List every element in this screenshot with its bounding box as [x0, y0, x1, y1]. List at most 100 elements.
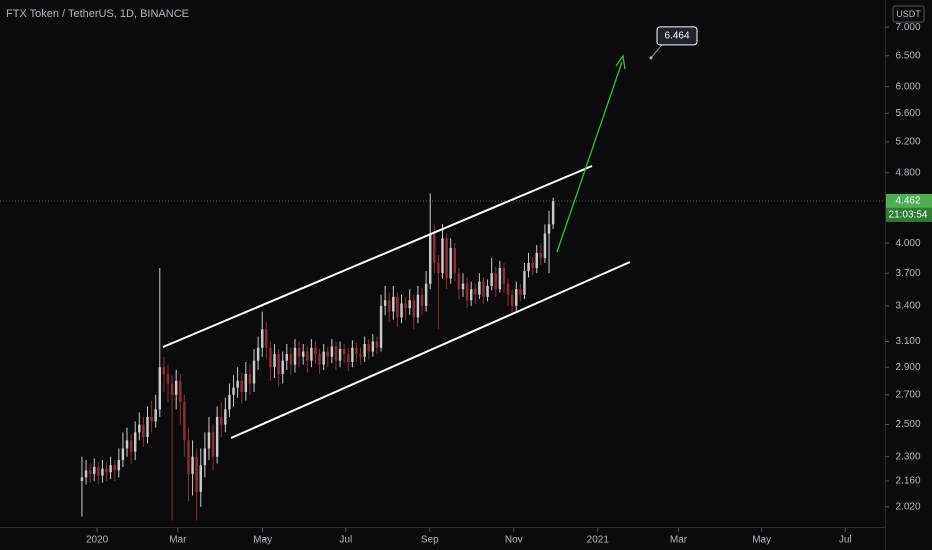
candle-body: [486, 285, 489, 297]
candle-body: [113, 465, 116, 471]
y-tick-label: 7.000: [895, 22, 920, 33]
candle-body: [469, 289, 473, 301]
candle-body: [191, 456, 194, 474]
candle-body: [404, 303, 407, 309]
candle-body: [273, 354, 276, 368]
candle-body: [367, 343, 370, 352]
candle-body: [195, 456, 198, 492]
x-tick-label: Mar: [169, 535, 187, 546]
candle-body: [388, 300, 391, 312]
candle-body: [318, 354, 321, 365]
candle-body: [379, 305, 383, 348]
candle-body: [502, 268, 506, 284]
candle-body: [289, 354, 293, 365]
candle-body: [174, 380, 178, 395]
candle-body: [539, 252, 543, 258]
candle-body: [322, 351, 325, 365]
candle-body: [383, 300, 387, 306]
candle-body: [441, 238, 444, 274]
candle-body: [125, 440, 129, 449]
arrow-head: [615, 54, 626, 70]
candle-body: [105, 468, 108, 473]
candle-body: [330, 346, 334, 357]
x-tick-label: Mar: [670, 535, 688, 546]
candle-body: [252, 360, 256, 384]
x-tick-label: Nov: [505, 535, 523, 546]
y-tick-label: 2.020: [895, 501, 920, 512]
candle-body: [461, 283, 465, 290]
candle-body: [224, 409, 227, 425]
projection-arrow: [556, 61, 623, 253]
x-tick-label: May: [752, 535, 771, 546]
candle-body: [154, 409, 157, 422]
candle-body: [301, 351, 305, 357]
candle-body: [199, 465, 202, 492]
candles: [80, 193, 555, 521]
candle-body: [150, 416, 153, 422]
candle-body: [277, 354, 280, 374]
y-tick-label: 6.000: [895, 81, 920, 92]
candle-body: [334, 346, 338, 361]
candle-body: [265, 329, 268, 348]
candle-body: [375, 341, 379, 348]
annotation-label: 6.464: [664, 31, 689, 42]
candle-body: [166, 373, 170, 384]
y-tick-label: 5.200: [895, 137, 920, 148]
candle-body: [519, 289, 522, 295]
candle-body: [535, 252, 538, 269]
candle-body: [129, 440, 133, 452]
candle-body: [133, 432, 137, 452]
currency-box: [892, 5, 925, 23]
candle-body: [355, 347, 358, 355]
candle-body: [281, 360, 284, 374]
y-tick-label: 4.000: [895, 238, 920, 249]
candle-body: [510, 294, 514, 306]
candle-body: [490, 273, 493, 286]
candle-body: [342, 349, 346, 355]
candle-body: [215, 416, 219, 457]
candle-body: [424, 283, 428, 306]
candle-body: [207, 432, 211, 449]
y-tick-label: 6.500: [895, 50, 920, 61]
candle-body: [396, 296, 399, 318]
candle-body: [93, 466, 96, 474]
candle-body: [256, 347, 260, 361]
candle-body: [142, 424, 145, 438]
candle-body: [88, 470, 92, 474]
candle-body: [269, 347, 272, 368]
candle-body: [248, 373, 252, 384]
x-tick-label: Jul: [339, 535, 352, 546]
last-price-box: [886, 193, 932, 208]
x-tick-label: Sep: [421, 535, 439, 546]
last-price-label: 4.462: [895, 196, 920, 207]
candle-body: [326, 351, 330, 357]
candle-body: [220, 416, 223, 425]
candle-body: [244, 373, 248, 392]
candle-body: [506, 283, 510, 295]
candle-body: [347, 354, 350, 362]
candle-body: [412, 300, 416, 318]
candle-body: [428, 233, 432, 284]
candle-body: [236, 380, 239, 388]
y-tick-label: 2.500: [895, 419, 920, 430]
candle-body: [478, 281, 481, 295]
countdown-box: [886, 207, 932, 222]
candle-body: [392, 296, 395, 312]
candle-body: [437, 262, 440, 274]
candle-body: [146, 416, 149, 438]
candle-body: [162, 367, 166, 374]
candle-body: [240, 380, 243, 392]
candle-body: [211, 432, 215, 457]
x-tick-label: 2020: [86, 535, 109, 546]
candle-body: [203, 448, 207, 466]
x-tick-label: Jul: [839, 535, 852, 546]
candle-body: [433, 233, 436, 263]
candle-body: [408, 300, 411, 309]
overlay: 6.464: [0, 26, 885, 202]
y-tick-label: 3.400: [895, 300, 920, 311]
candle-body: [170, 383, 174, 395]
candle-body: [97, 466, 100, 476]
candle-body: [363, 343, 366, 357]
candle-body: [187, 440, 190, 474]
